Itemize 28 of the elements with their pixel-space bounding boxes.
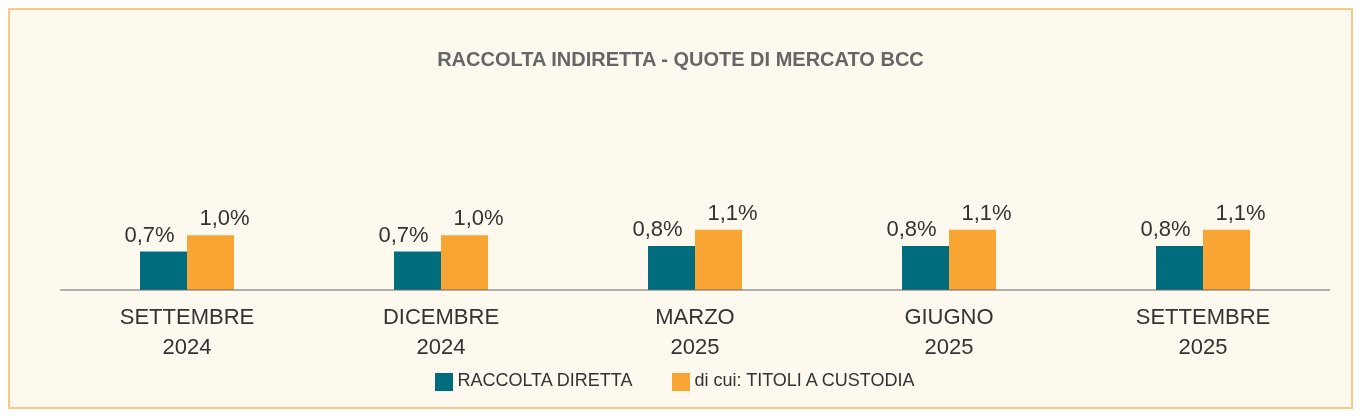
- legend-label: di cui: TITOLI A CUSTODIA: [694, 370, 915, 390]
- bar: [140, 251, 187, 290]
- bar: [441, 235, 488, 290]
- x-tick-label: DICEMBRE 2024: [382, 304, 500, 359]
- bar: [394, 251, 441, 290]
- bar: [1156, 246, 1203, 290]
- bar: [1203, 229, 1250, 290]
- data-label: 0,7%: [378, 221, 429, 247]
- data-label: 0,8%: [886, 216, 937, 242]
- bar: [949, 229, 996, 290]
- data-label: 1,1%: [961, 199, 1012, 225]
- bar: [187, 235, 234, 290]
- bar: [648, 246, 695, 290]
- bar: [902, 246, 949, 290]
- data-label: 0,8%: [1140, 216, 1191, 242]
- bar: [695, 229, 742, 290]
- data-label: 1,1%: [707, 199, 758, 225]
- data-label: 0,7%: [124, 221, 175, 247]
- data-label: 0,8%: [632, 216, 683, 242]
- data-label: 1,1%: [1215, 199, 1266, 225]
- legend-label: RACCOLTA DIRETTA: [457, 370, 633, 390]
- x-tick-label: SETTEMBRE 2024: [119, 304, 255, 359]
- data-label: 1,0%: [453, 205, 504, 231]
- x-tick-label: GIUGNO 2025: [904, 304, 994, 359]
- chart-title: RACCOLTA INDIRETTA - QUOTE DI MERCATO BCC: [436, 48, 925, 71]
- data-label: 1,0%: [199, 205, 250, 231]
- x-tick-label: MARZO 2025: [655, 304, 735, 359]
- x-tick-label: SETTEMBRE 2025: [1135, 304, 1271, 359]
